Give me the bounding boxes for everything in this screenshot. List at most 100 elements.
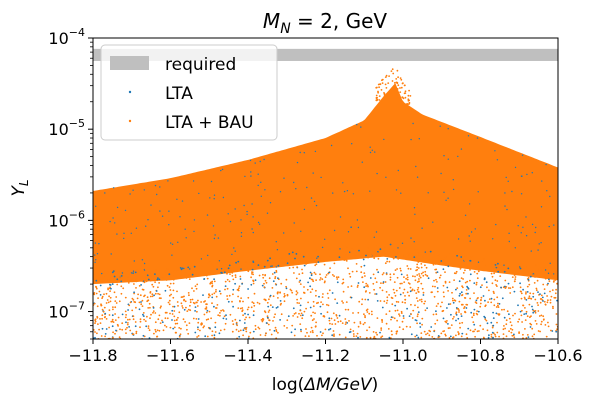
lta-bau-point [532, 292, 535, 295]
lta-bau-point [108, 295, 110, 298]
lta-point [415, 334, 418, 337]
lta-point [130, 232, 132, 234]
lta-point [514, 247, 516, 249]
lta-bau-point [107, 301, 110, 304]
lta-bau-point [364, 315, 366, 317]
lta-point [507, 180, 509, 182]
lta-bau-point [420, 282, 423, 285]
lta-bau-point [187, 292, 190, 294]
lta-bau-point [293, 272, 295, 274]
lta-bau-point [310, 326, 313, 329]
lta-bau-point [364, 321, 366, 324]
lta-bau-point [375, 331, 377, 334]
lta-bau-point [263, 298, 266, 301]
lta-bau-point [419, 299, 421, 301]
lta-bau-point [456, 287, 459, 289]
lta-bau-point [524, 298, 526, 300]
lta-bau-point [225, 261, 228, 263]
lta-bau-point [140, 279, 143, 282]
lta-bau-point [529, 322, 532, 325]
lta-bau-point [379, 286, 381, 289]
lta-point [457, 155, 459, 158]
lta-bau-point [135, 330, 138, 333]
lta-bau-point [505, 286, 508, 288]
lta-bau-point [175, 270, 178, 272]
lta-bau-point [333, 275, 335, 277]
lta-bau-point [298, 302, 300, 304]
lta-bau-point [521, 309, 523, 312]
lta-bau-point [173, 315, 176, 318]
lta-point [329, 328, 332, 330]
lta-bau-point [554, 292, 557, 295]
lta-point [265, 322, 268, 324]
lta-bau-point [481, 284, 483, 286]
lta-bau-point [346, 246, 348, 249]
lta-bau-point [402, 292, 405, 294]
lta-point [267, 305, 270, 308]
lta-bau-point [421, 287, 424, 290]
lta-point [413, 241, 415, 243]
lta-bau-point [392, 288, 395, 291]
lta-point [251, 203, 253, 205]
lta-bau-point [239, 307, 242, 310]
lta-bau-point [496, 296, 499, 299]
lta-bau-point [381, 273, 384, 276]
lta-bau-point [275, 330, 278, 333]
lta-point [143, 262, 146, 265]
lta-bau-point [516, 272, 519, 275]
lta-point [313, 200, 316, 203]
lta-bau-point [490, 336, 493, 338]
lta-point [443, 155, 445, 157]
lta-point [293, 181, 295, 184]
lta-bau-point [124, 310, 127, 313]
lta-bau-point [108, 314, 111, 316]
lta-point [321, 246, 324, 249]
lta-bau-point [113, 291, 116, 294]
lta-point [147, 219, 149, 221]
lta-bau-point [525, 310, 528, 313]
lta-bau-point [292, 266, 295, 269]
lta-bau-point [416, 253, 419, 256]
lta-point [458, 294, 461, 297]
lta-point [110, 287, 112, 290]
lta-bau-point [404, 295, 406, 297]
lta-point [375, 293, 378, 295]
lta-bau-point [432, 263, 435, 266]
lta-bau-point [328, 289, 331, 292]
lta-bau-point [229, 313, 232, 316]
lta-bau-point [169, 282, 172, 285]
lta-bau-point [252, 282, 255, 285]
lta-bau-point [428, 334, 431, 337]
lta-bau-point [148, 329, 151, 332]
lta-point [436, 287, 439, 289]
lta-point [497, 270, 500, 273]
lta-point [239, 278, 242, 280]
lta-bau-point [262, 273, 264, 276]
lta-point [459, 292, 461, 295]
lta-bau-point [284, 263, 287, 266]
lta-bau-point [458, 332, 460, 335]
lta-point [484, 316, 486, 319]
lta-bau-point [147, 299, 150, 302]
lta-bau-point [219, 312, 221, 314]
lta-bau-point [511, 334, 514, 337]
lta-bau-point [458, 311, 460, 313]
lta-bau-point [322, 332, 324, 335]
lta-point [213, 278, 216, 281]
lta-point [266, 212, 269, 214]
lta-bau-point [421, 317, 424, 320]
lta-bau-point [266, 301, 269, 304]
lta-point [123, 232, 125, 234]
lta-bau-point [351, 270, 354, 273]
lta-bau-point [531, 327, 534, 330]
lta-bau-point [330, 317, 333, 320]
lta-bau-point [252, 279, 255, 282]
lta-point [506, 208, 508, 211]
lta-bau-point [149, 306, 151, 309]
lta-bau-point [231, 300, 233, 303]
lta-bau-point [505, 319, 508, 322]
y-tick-label: 10−7 [48, 300, 85, 322]
lta-bau-point [391, 303, 394, 306]
lta-bau-point [396, 251, 399, 253]
lta-bau-point [506, 310, 509, 313]
